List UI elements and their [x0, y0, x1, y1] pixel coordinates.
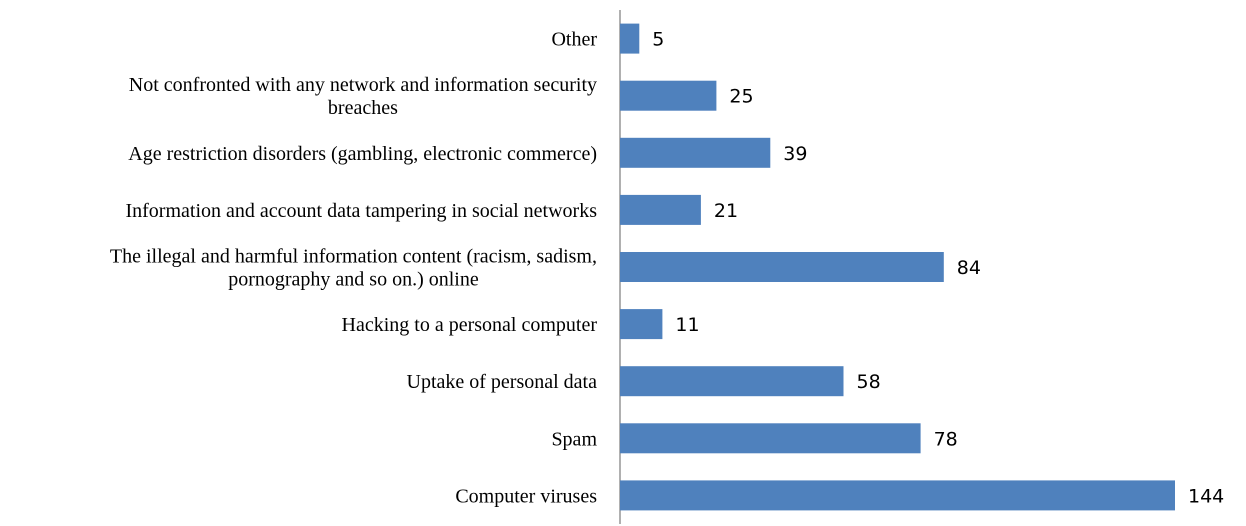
value-label-8: 144: [1188, 485, 1224, 507]
bars-group: [620, 23, 1175, 511]
value-label-6: 58: [857, 371, 881, 393]
value-labels-group: 5 25 39 21 84 11 58 78 144: [652, 29, 1224, 508]
value-label-0: 5: [652, 29, 664, 51]
bar-3: [620, 194, 701, 225]
category-label-6: Uptake of personal data: [407, 371, 598, 393]
category-label-5: Hacking to a personal computer: [342, 314, 598, 336]
bar-1: [620, 80, 717, 111]
category-label-3: Information and account data tampering i…: [125, 200, 597, 222]
value-label-1: 25: [729, 86, 753, 108]
value-label-5: 11: [675, 314, 699, 336]
category-label-7: Spam: [551, 428, 597, 450]
bar-6: [620, 366, 844, 397]
bar-0: [620, 23, 640, 54]
bar-7: [620, 423, 921, 454]
value-label-3: 21: [714, 200, 738, 222]
category-label-8: Computer viruses: [455, 485, 597, 507]
value-label-7: 78: [934, 428, 958, 450]
category-label-1: Not confronted with any network and info…: [129, 74, 597, 119]
value-label-4: 84: [957, 257, 981, 279]
bar-4: [620, 252, 944, 282]
bar-5: [620, 309, 663, 340]
category-label-4: The illegal and harmful information cont…: [110, 246, 597, 291]
bar-2: [620, 137, 771, 168]
bar-8: [620, 480, 1175, 511]
category-labels-group: Other Not confronted with any network and…: [110, 29, 598, 508]
value-label-2: 39: [783, 143, 807, 165]
category-label-2: Age restriction disorders (gambling, ele…: [128, 143, 597, 165]
category-label-0: Other: [551, 29, 597, 51]
